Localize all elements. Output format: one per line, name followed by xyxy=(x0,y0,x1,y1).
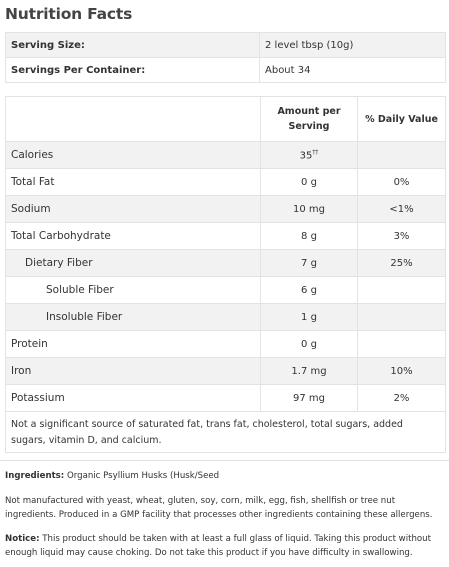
nutrient-amount: 0 g xyxy=(260,168,358,196)
serving-size-label: Serving Size: xyxy=(5,32,260,58)
nutrient-name: Sodium xyxy=(5,195,261,223)
nutrient-name: Soluble Fiber xyxy=(5,276,261,304)
nutrient-amount: 7 g xyxy=(260,249,358,277)
nutrient-amount: 1.7 mg xyxy=(260,357,358,385)
nutrient-row-sodium: Sodium 10 mg <1% xyxy=(5,195,446,223)
header-amount-line2: Serving xyxy=(288,121,330,132)
header-blank xyxy=(5,96,261,142)
nutrient-dv xyxy=(357,303,446,331)
header-amount-line1: Amount per xyxy=(277,106,341,117)
serving-size-value: 2 level tbsp (10g) xyxy=(259,32,446,58)
footnote: Not a significant source of saturated fa… xyxy=(5,411,446,453)
nutrient-row-insoluble-fiber: Insoluble Fiber 1 g xyxy=(5,303,446,331)
nutrient-dv xyxy=(357,330,446,358)
nutrient-dv: 0% xyxy=(357,168,446,196)
nutrient-name: Calories xyxy=(5,141,261,169)
nutrient-row-iron: Iron 1.7 mg 10% xyxy=(5,357,446,385)
nutrient-name: Protein xyxy=(5,330,261,358)
nutrient-dv: 3% xyxy=(357,222,446,250)
nutrient-dv xyxy=(357,276,446,304)
nutrient-dv: 2% xyxy=(357,384,446,412)
page-title: Nutrition Facts xyxy=(5,5,133,23)
ingredients-label: Ingredients: xyxy=(5,471,65,481)
nutrient-name: Insoluble Fiber xyxy=(5,303,261,331)
nutrient-name: Potassium xyxy=(5,384,261,412)
nutrient-amount: 1 g xyxy=(260,303,358,331)
calories-value: 35 xyxy=(299,150,313,162)
nutrient-row-protein: Protein 0 g xyxy=(5,330,446,358)
nutrient-amount: 6 g xyxy=(260,276,358,304)
table-header-row: Amount per Serving % Daily Value xyxy=(5,96,446,142)
nutrient-amount: 0 g xyxy=(260,330,358,358)
servings-per-container-label: Servings Per Container: xyxy=(5,57,260,83)
divider xyxy=(0,460,449,461)
serving-table: Serving Size: 2 level tbsp (10g) Serving… xyxy=(5,32,446,83)
notice: Notice: This product should be taken wit… xyxy=(5,532,445,560)
servings-per-container-row: Servings Per Container: About 34 xyxy=(5,57,446,83)
nutrient-name: Total Carbohydrate xyxy=(5,222,261,250)
nutrient-dv: <1% xyxy=(357,195,446,223)
nutrient-amount: 8 g xyxy=(260,222,358,250)
nutrient-name: Iron xyxy=(5,357,261,385)
header-amount-per-serving: Amount per Serving xyxy=(260,96,358,142)
nutrient-dv xyxy=(357,141,446,169)
ingredients: Ingredients: Organic Psyllium Husks (Hus… xyxy=(5,469,445,483)
nutrient-row-potassium: Potassium 97 mg 2% xyxy=(5,384,446,412)
ingredients-text: Organic Psyllium Husks (Husk/Seed xyxy=(64,471,220,481)
nutrient-row-total-fat: Total Fat 0 g 0% xyxy=(5,168,446,196)
nutrient-row-calories: Calories 35†† xyxy=(5,141,446,169)
allergen-note: Not manufactured with yeast, wheat, glut… xyxy=(5,496,433,520)
nutrition-table: Amount per Serving % Daily Value Calorie… xyxy=(5,96,446,453)
nutrient-amount: 10 mg xyxy=(260,195,358,223)
notice-label: Notice: xyxy=(5,534,40,544)
header-daily-value: % Daily Value xyxy=(357,96,446,142)
nutrient-row-soluble-fiber: Soluble Fiber 6 g xyxy=(5,276,446,304)
servings-per-container-value: About 34 xyxy=(259,57,446,83)
nutrient-amount: 97 mg xyxy=(260,384,358,412)
nutrient-amount: 35†† xyxy=(260,141,358,169)
nutrient-row-dietary-fiber: Dietary Fiber 7 g 25% xyxy=(5,249,446,277)
nutrient-dv: 10% xyxy=(357,357,446,385)
nutrient-name: Dietary Fiber xyxy=(5,249,261,277)
nutrient-name: Total Fat xyxy=(5,168,261,196)
notice-text: This product should be taken with at lea… xyxy=(5,534,431,558)
serving-size-row: Serving Size: 2 level tbsp (10g) xyxy=(5,32,446,58)
nutrient-row-total-carbohydrate: Total Carbohydrate 8 g 3% xyxy=(5,222,446,250)
footnote-row: Not a significant source of saturated fa… xyxy=(5,411,446,453)
nutrient-dv: 25% xyxy=(357,249,446,277)
calories-footnote-mark: †† xyxy=(312,148,319,156)
